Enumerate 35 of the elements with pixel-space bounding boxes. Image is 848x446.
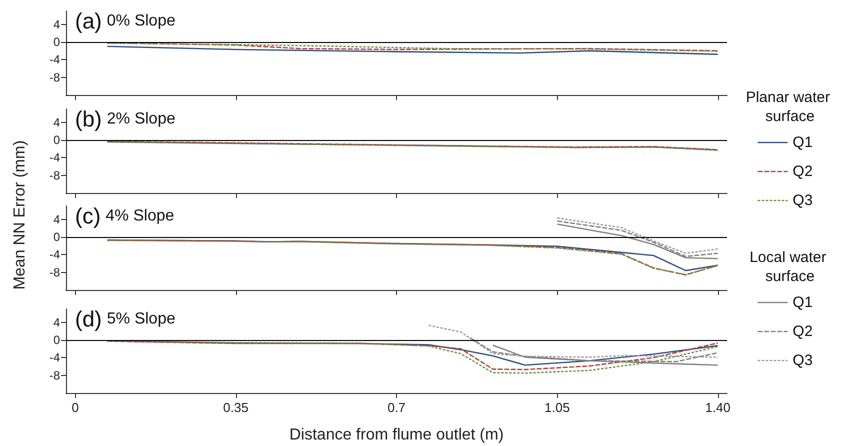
y-tick-label: 4	[53, 115, 60, 130]
legend-label: Q1	[792, 294, 813, 311]
y-tick-label: 0	[53, 230, 60, 244]
y-tick-label: -4	[49, 350, 60, 365]
chart-title: (c) 4% Slope	[75, 204, 174, 228]
y-tick-label: -4	[49, 52, 60, 67]
text: Planar water surface	[746, 89, 830, 125]
legend-label: Q2	[792, 323, 813, 340]
chart-title: (a) 0% Slope	[75, 8, 176, 34]
y-tick-label: -4	[49, 150, 60, 165]
y-tick-label: -4	[49, 248, 60, 262]
x-tick-label: 1.05	[544, 400, 570, 415]
y-tick-label: -8	[49, 265, 60, 280]
x-tick-label: 0.35	[223, 400, 248, 415]
y-tick-label: 0	[53, 332, 60, 347]
y-tick-label: 4	[53, 315, 60, 330]
x-tick-label: 1.40	[705, 400, 730, 415]
y-tick-label: 4	[53, 17, 60, 32]
text: Local water surface	[750, 249, 826, 285]
y-tick-label: -8	[49, 368, 60, 382]
legend-label: Q1	[792, 134, 813, 151]
legend-label: Q3	[792, 352, 813, 369]
y-tick-label: -8	[49, 168, 60, 182]
legend-label: Q3	[792, 192, 813, 209]
x-tick-label: 0.7	[387, 400, 406, 415]
y-axis-title: Mean NN Error (mm)	[12, 140, 28, 290]
chart-title: (d) 5% Slope	[75, 306, 176, 332]
y-tick-label: 0	[53, 34, 60, 49]
y-tick-label: 0	[53, 132, 60, 147]
y-tick-label: 4	[53, 212, 60, 226]
legend-label: Q2	[792, 163, 813, 180]
x-axis-title: Distance from flume outlet (m)	[289, 426, 504, 444]
y-tick-label: -8	[49, 70, 60, 84]
x-tick-label: 0	[72, 400, 79, 415]
chart-title: (b) 2% Slope	[75, 106, 176, 132]
